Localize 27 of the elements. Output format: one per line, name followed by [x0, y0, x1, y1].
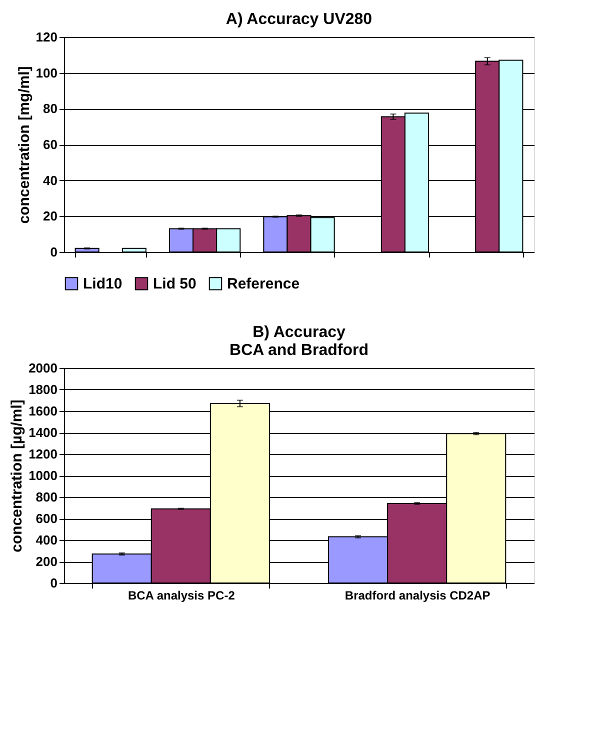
y-tick-label: 600: [36, 511, 58, 526]
x-tick-label: Bradford analysis CD2AP: [344, 588, 490, 602]
y-tick-label: 100: [36, 65, 58, 80]
y-tick-label: 1200: [28, 446, 58, 462]
y-tick-label: 0: [50, 576, 58, 590]
y-tick-label: 800: [36, 490, 58, 504]
legend-label: Lid10: [83, 276, 122, 293]
y-tick-label: 2000: [28, 360, 58, 376]
y-tick-label: 1400: [28, 425, 58, 440]
chart-title: A) Accuracy UV280: [226, 11, 372, 28]
y-tick-label: 80: [43, 101, 58, 116]
y-tick-label: 200: [36, 554, 58, 569]
y-tick-label: 1000: [28, 468, 58, 483]
y-tick-label: 20: [43, 208, 58, 224]
y-tick-label: 40: [43, 172, 58, 188]
legend-label: Lid 50: [153, 276, 196, 293]
x-tick-label: BCA analysis PC-2: [128, 588, 236, 602]
chart-title: B) Accuracy BCA and Bradford: [230, 324, 368, 359]
y-axis-title: concentration [mg/ml]: [16, 66, 33, 224]
y-tick-label: 1800: [28, 382, 58, 397]
y-tick-label: 0: [50, 244, 58, 260]
y-axis-title: concentration [µg/ml]: [8, 400, 26, 552]
y-tick-label: 400: [36, 532, 58, 548]
legend-label: Reference: [227, 276, 300, 293]
y-tick-label: 60: [43, 137, 58, 152]
y-tick-label: 1600: [28, 404, 58, 418]
y-tick-label: 120: [36, 30, 58, 44]
